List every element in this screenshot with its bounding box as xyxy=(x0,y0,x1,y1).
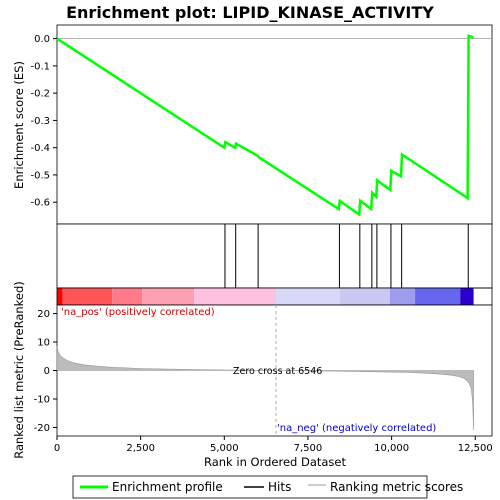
x-tick-label: 0 xyxy=(54,443,60,454)
colorbar-segment xyxy=(57,288,63,305)
hit-markers xyxy=(224,224,469,288)
legend-hits-label: Hits xyxy=(268,480,291,494)
es-y-tick-label: -0.1 xyxy=(30,61,50,72)
x-axis-title: Rank in Ordered Dataset xyxy=(204,455,347,469)
zero-cross-label: Zero cross at 6546 xyxy=(233,366,322,377)
hits-panel-frame xyxy=(56,223,493,289)
metric-y-tick-label: -20 xyxy=(34,423,50,434)
metric-y-tick-label: 20 xyxy=(37,309,50,320)
x-tick-label: 10,000 xyxy=(374,443,409,454)
x-axis: 0 2,500 5,000 7,500 10,000 12,500 xyxy=(54,436,493,454)
colorbar-segment xyxy=(142,288,195,305)
x-tick-label: 5,000 xyxy=(210,443,239,454)
colorbar-segment xyxy=(460,288,474,305)
es-y-tick-label: -0.6 xyxy=(30,198,50,209)
rank-colorbar xyxy=(57,288,474,305)
legend-enrichment-label: Enrichment profile xyxy=(112,480,223,494)
metric-y-tick-label: 0 xyxy=(44,366,50,377)
es-y-axis: 0.0 -0.1 -0.2 -0.3 -0.4 -0.5 -0.6 xyxy=(30,34,57,209)
colorbar-segment xyxy=(194,288,277,305)
es-y-tick-label: -0.4 xyxy=(30,143,50,154)
es-panel-frame xyxy=(56,24,493,225)
metric-y-axis-title: Ranked list metric (PreRanked) xyxy=(12,281,26,459)
x-tick-label: 2,500 xyxy=(126,443,155,454)
es-y-tick-label: -0.2 xyxy=(30,89,50,100)
ranking-metric-area xyxy=(56,346,474,431)
metric-y-axis: 20 10 0 -10 -20 xyxy=(34,309,57,434)
colorbar-segment xyxy=(415,288,461,305)
metric-y-tick-label: 10 xyxy=(37,338,50,349)
colorbar-segment xyxy=(112,288,143,305)
colorbar-segment xyxy=(339,288,390,305)
chart-title: Enrichment plot: LIPID_KINASE_ACTIVITY xyxy=(66,3,434,22)
colorbar-segment xyxy=(62,288,113,305)
es-y-tick-label: 0.0 xyxy=(34,34,50,45)
colorbar-segment xyxy=(389,288,416,305)
x-tick-label: 12,500 xyxy=(458,443,493,454)
es-y-tick-label: -0.5 xyxy=(30,170,50,181)
metric-y-tick-label: -10 xyxy=(34,394,50,405)
neg-correlated-label: 'na_neg' (negatively correlated) xyxy=(277,423,436,434)
enrichment-profile-line xyxy=(56,34,474,217)
pos-correlated-label: 'na_pos' (positively correlated) xyxy=(61,307,215,318)
x-tick-label: 7,500 xyxy=(294,443,323,454)
legend-metric-label: Ranking metric scores xyxy=(330,480,463,494)
colorbar-segment xyxy=(276,288,340,305)
es-y-axis-title: Enrichment score (ES) xyxy=(12,61,26,189)
es-y-tick-label: -0.3 xyxy=(30,116,50,127)
